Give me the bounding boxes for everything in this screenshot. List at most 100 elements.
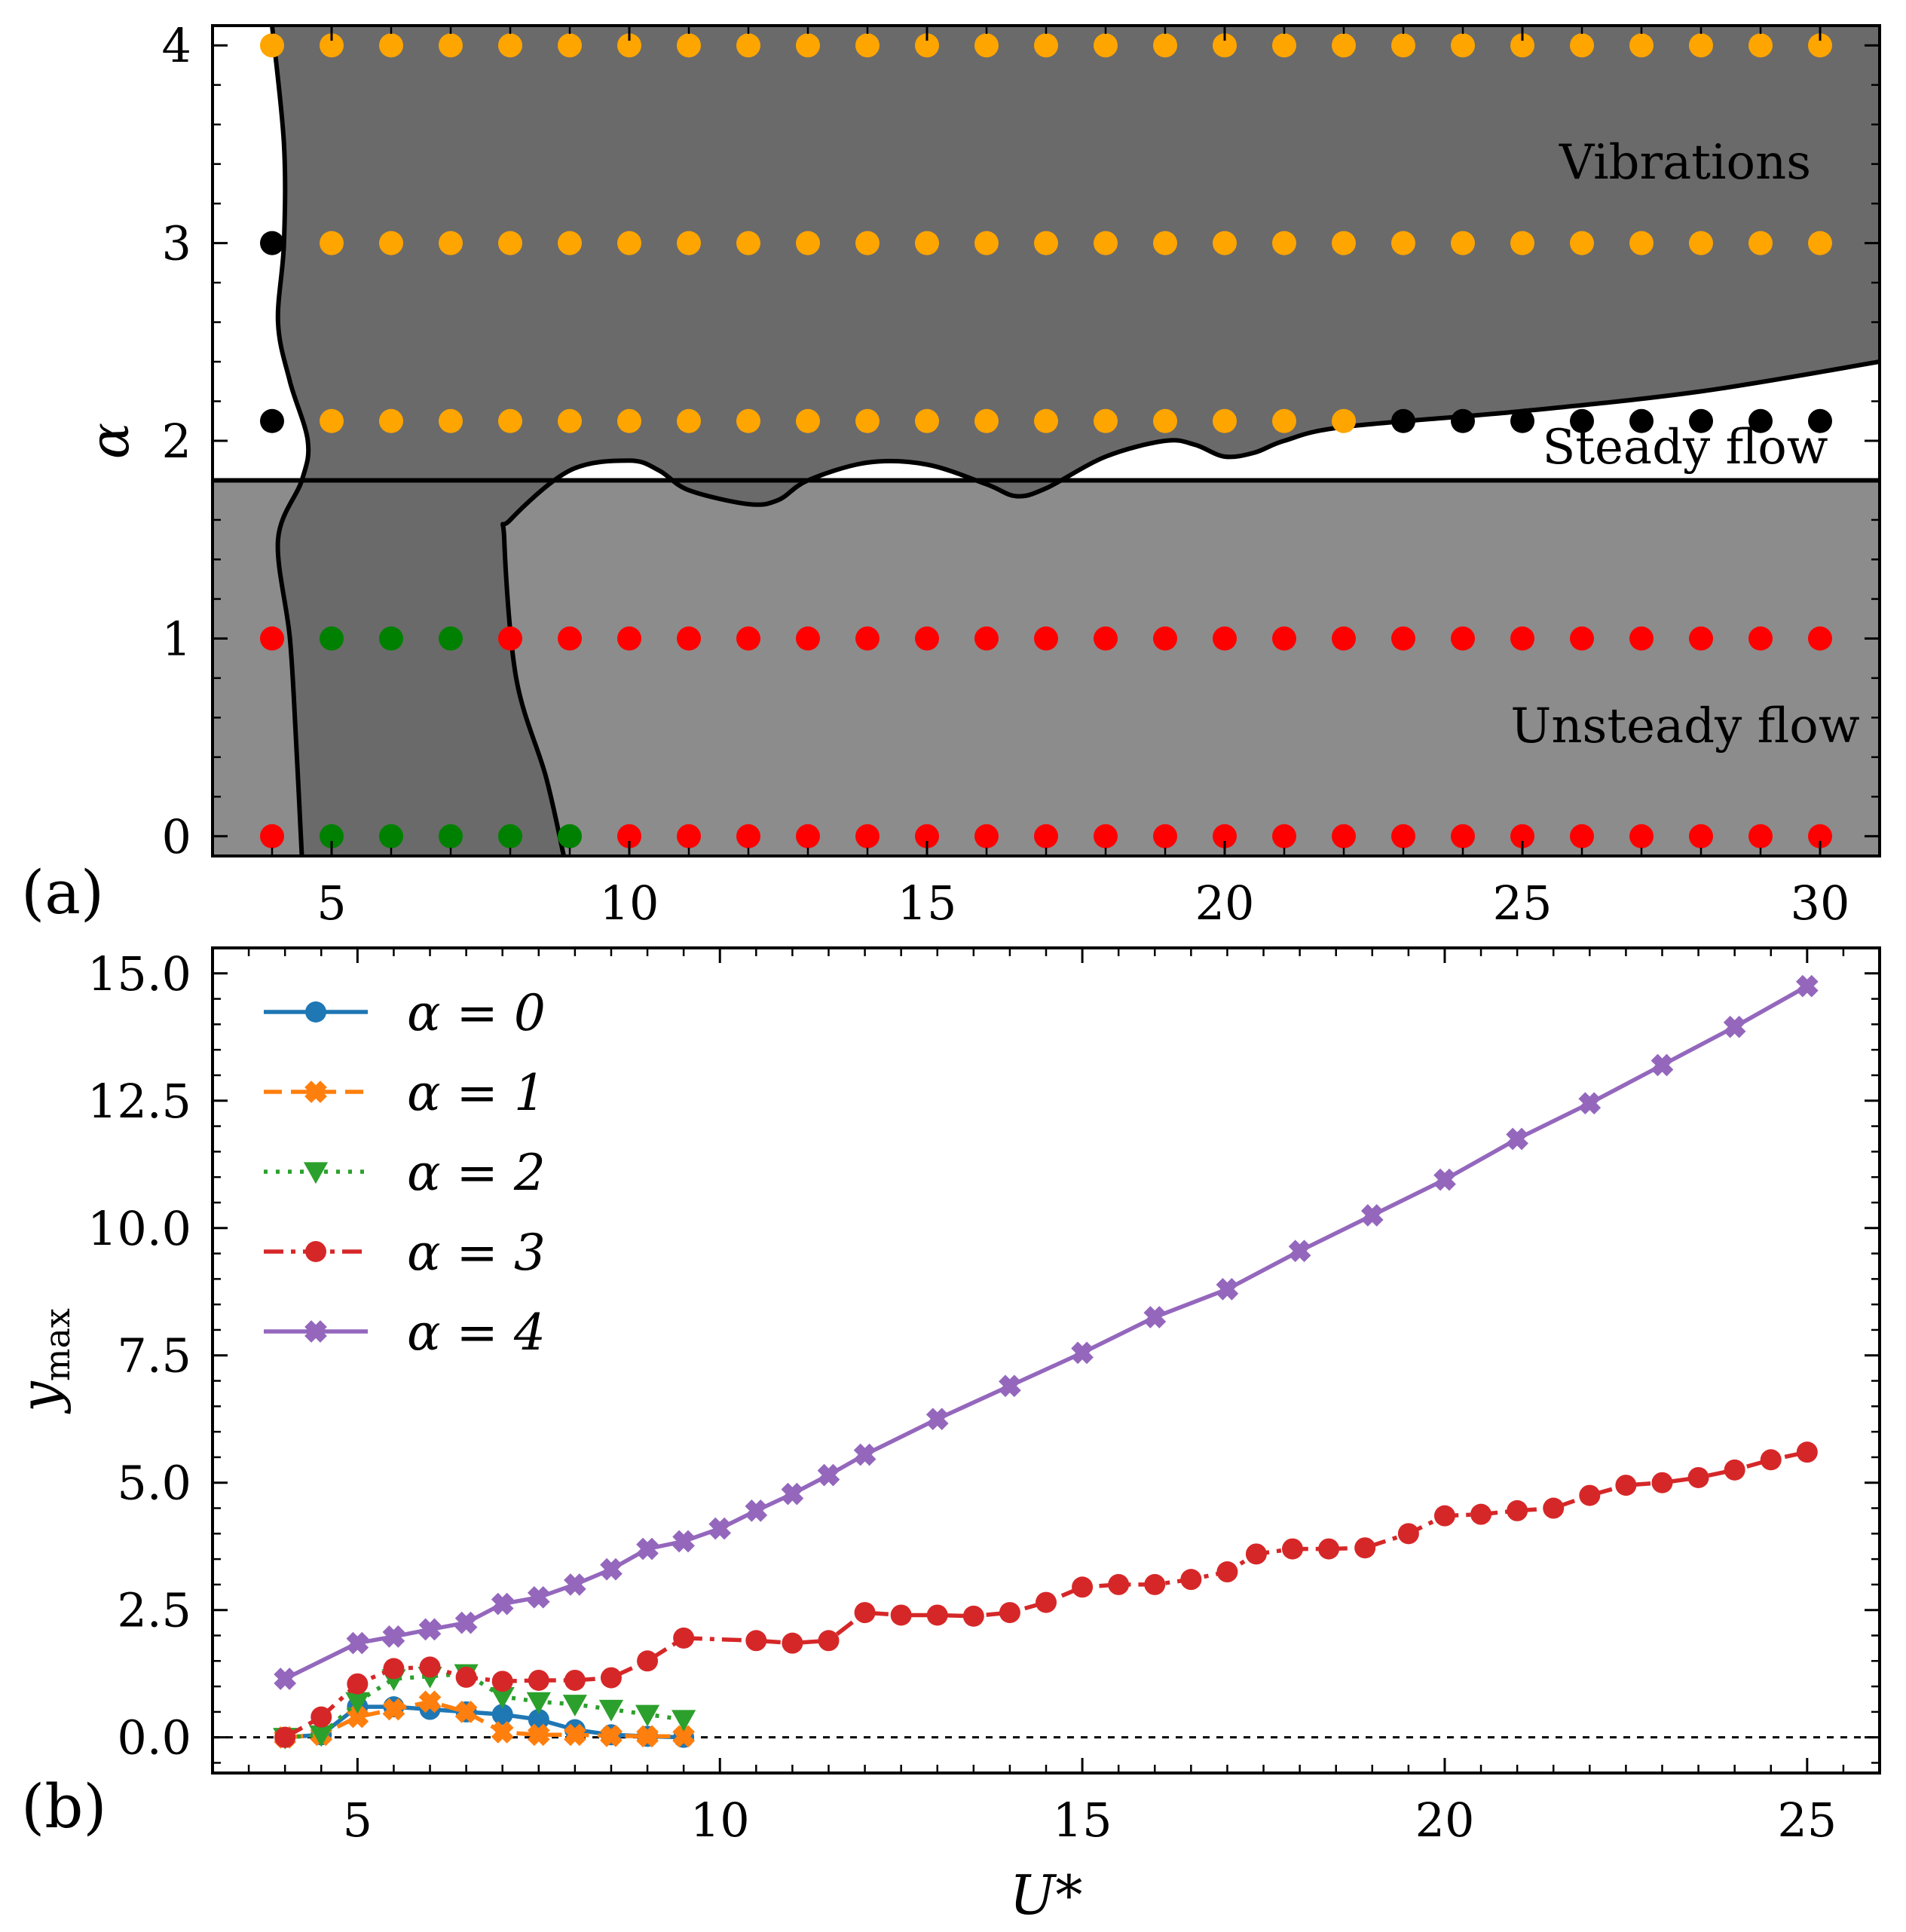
data-point [1360,1204,1384,1227]
y-tick-label: 10.0 [87,1201,191,1256]
data-point [309,1725,334,1747]
point-vibrating [1748,231,1773,255]
data-point [345,1692,370,1714]
point-unsteady-no-vibration [1629,626,1654,651]
point-unsteady-no-vibration [1451,626,1475,651]
data-point [999,1602,1020,1624]
data-point [925,1408,949,1431]
point-unsteady-no-vibration [617,626,641,651]
point-unsteady-no-vibration [915,626,939,651]
data-point [818,1630,840,1652]
point-vibrating [1332,408,1356,433]
point-vibrating-low-alpha [498,824,522,848]
point-vibrating [974,408,999,433]
svg-text:ymax: ymax [8,1308,78,1414]
point-vibrating [1034,231,1058,255]
region-label-steady-flow: Steady flow [1542,420,1828,475]
point-unsteady-no-vibration [1391,626,1415,651]
data-point [1397,1523,1419,1545]
amplitude-panel: 5 10 15 20 250.02.55.07.510.012.515.0 α = 0α… [8,946,1881,1927]
point-vibrating [736,408,760,433]
data-point [346,1631,369,1655]
point-vibrating [1808,33,1832,58]
data-point [527,1723,550,1747]
vibration-region [272,26,1880,856]
data-point [854,1602,876,1624]
data-point [745,1630,767,1652]
panel-a-label: (a) [21,857,104,928]
point-vibrating [320,231,344,255]
series-line [285,1699,684,1740]
point-unsteady-no-vibration [1034,824,1058,848]
point-vibrating [1213,408,1237,433]
point-vibrating-low-alpha [439,824,463,848]
data-point [490,1687,515,1709]
legend-marker [303,1162,329,1185]
data-point [274,1726,296,1748]
data-point [347,1673,369,1695]
ylabel-main: y [8,1380,72,1414]
point-unsteady-no-vibration [1808,626,1832,651]
data-point [782,1632,803,1654]
point-unsteady-no-vibration [1391,824,1415,848]
data-point [1180,1569,1202,1591]
legend-item: α = 1 [264,1064,546,1122]
point-vibrating [617,33,641,58]
point-vibrating [1272,231,1296,255]
data-point [274,1668,297,1690]
point-vibrating [1272,408,1296,433]
point-vibrating [617,231,641,255]
point-unsteady-no-vibration [1094,824,1118,848]
point-vibrating [320,408,344,433]
point-vibrating [1094,33,1118,58]
point-vibrating [677,231,701,255]
data-point [418,1690,442,1713]
point-vibrating [855,33,880,58]
region-label-unsteady-flow: Unsteady flow [1510,699,1859,754]
series-alpha-3 [274,1441,1818,1748]
data-point [600,1724,623,1747]
point-vibrating-low-alpha [320,824,344,848]
point-unsteady-no-vibration [558,626,582,651]
point-steady [1748,408,1773,433]
point-unsteady-no-vibration [1094,626,1118,651]
point-vibrating [796,231,820,255]
panel-b-ylabel: ymax [8,1308,78,1414]
point-unsteady-no-vibration [1153,824,1177,848]
data-point [817,1463,840,1487]
point-unsteady-no-vibration [915,824,939,848]
y-tick-label: 1 [162,611,191,666]
data-point [1433,1168,1456,1191]
point-vibrating [1332,231,1356,255]
data-point [672,1530,695,1553]
data-point [564,1669,586,1691]
data-point [1144,1573,1166,1595]
data-point [382,1698,405,1721]
data-point [1036,1591,1057,1613]
point-vibrating [915,408,939,433]
point-vibrating [498,33,522,58]
point-unsteady-no-vibration [260,626,284,651]
data-point [528,1669,549,1691]
legend-label: α = 0 [407,984,546,1042]
point-unsteady-no-vibration [1213,626,1237,651]
point-vibrating [1451,33,1475,58]
point-unsteady-no-vibration [736,626,760,651]
point-unsteady-no-vibration [1451,824,1475,848]
point-unsteady-no-vibration [1808,824,1832,848]
data-point [1578,1092,1602,1115]
legend-item: α = 4 [264,1304,546,1362]
point-unsteady-no-vibration [1034,626,1058,651]
data-point [1796,1441,1818,1463]
x-tick-label: 30 [1791,876,1850,931]
point-vibrating [558,408,582,433]
point-vibrating-low-alpha [379,824,403,848]
point-vibrating [1272,33,1296,58]
region-label-vibrations: Vibrations [1559,135,1811,191]
y-tick-label: 3 [162,216,191,271]
point-unsteady-no-vibration [1510,626,1534,651]
point-vibrating-low-alpha [439,626,463,651]
point-unsteady-no-vibration [855,824,880,848]
data-point [1288,1240,1311,1263]
